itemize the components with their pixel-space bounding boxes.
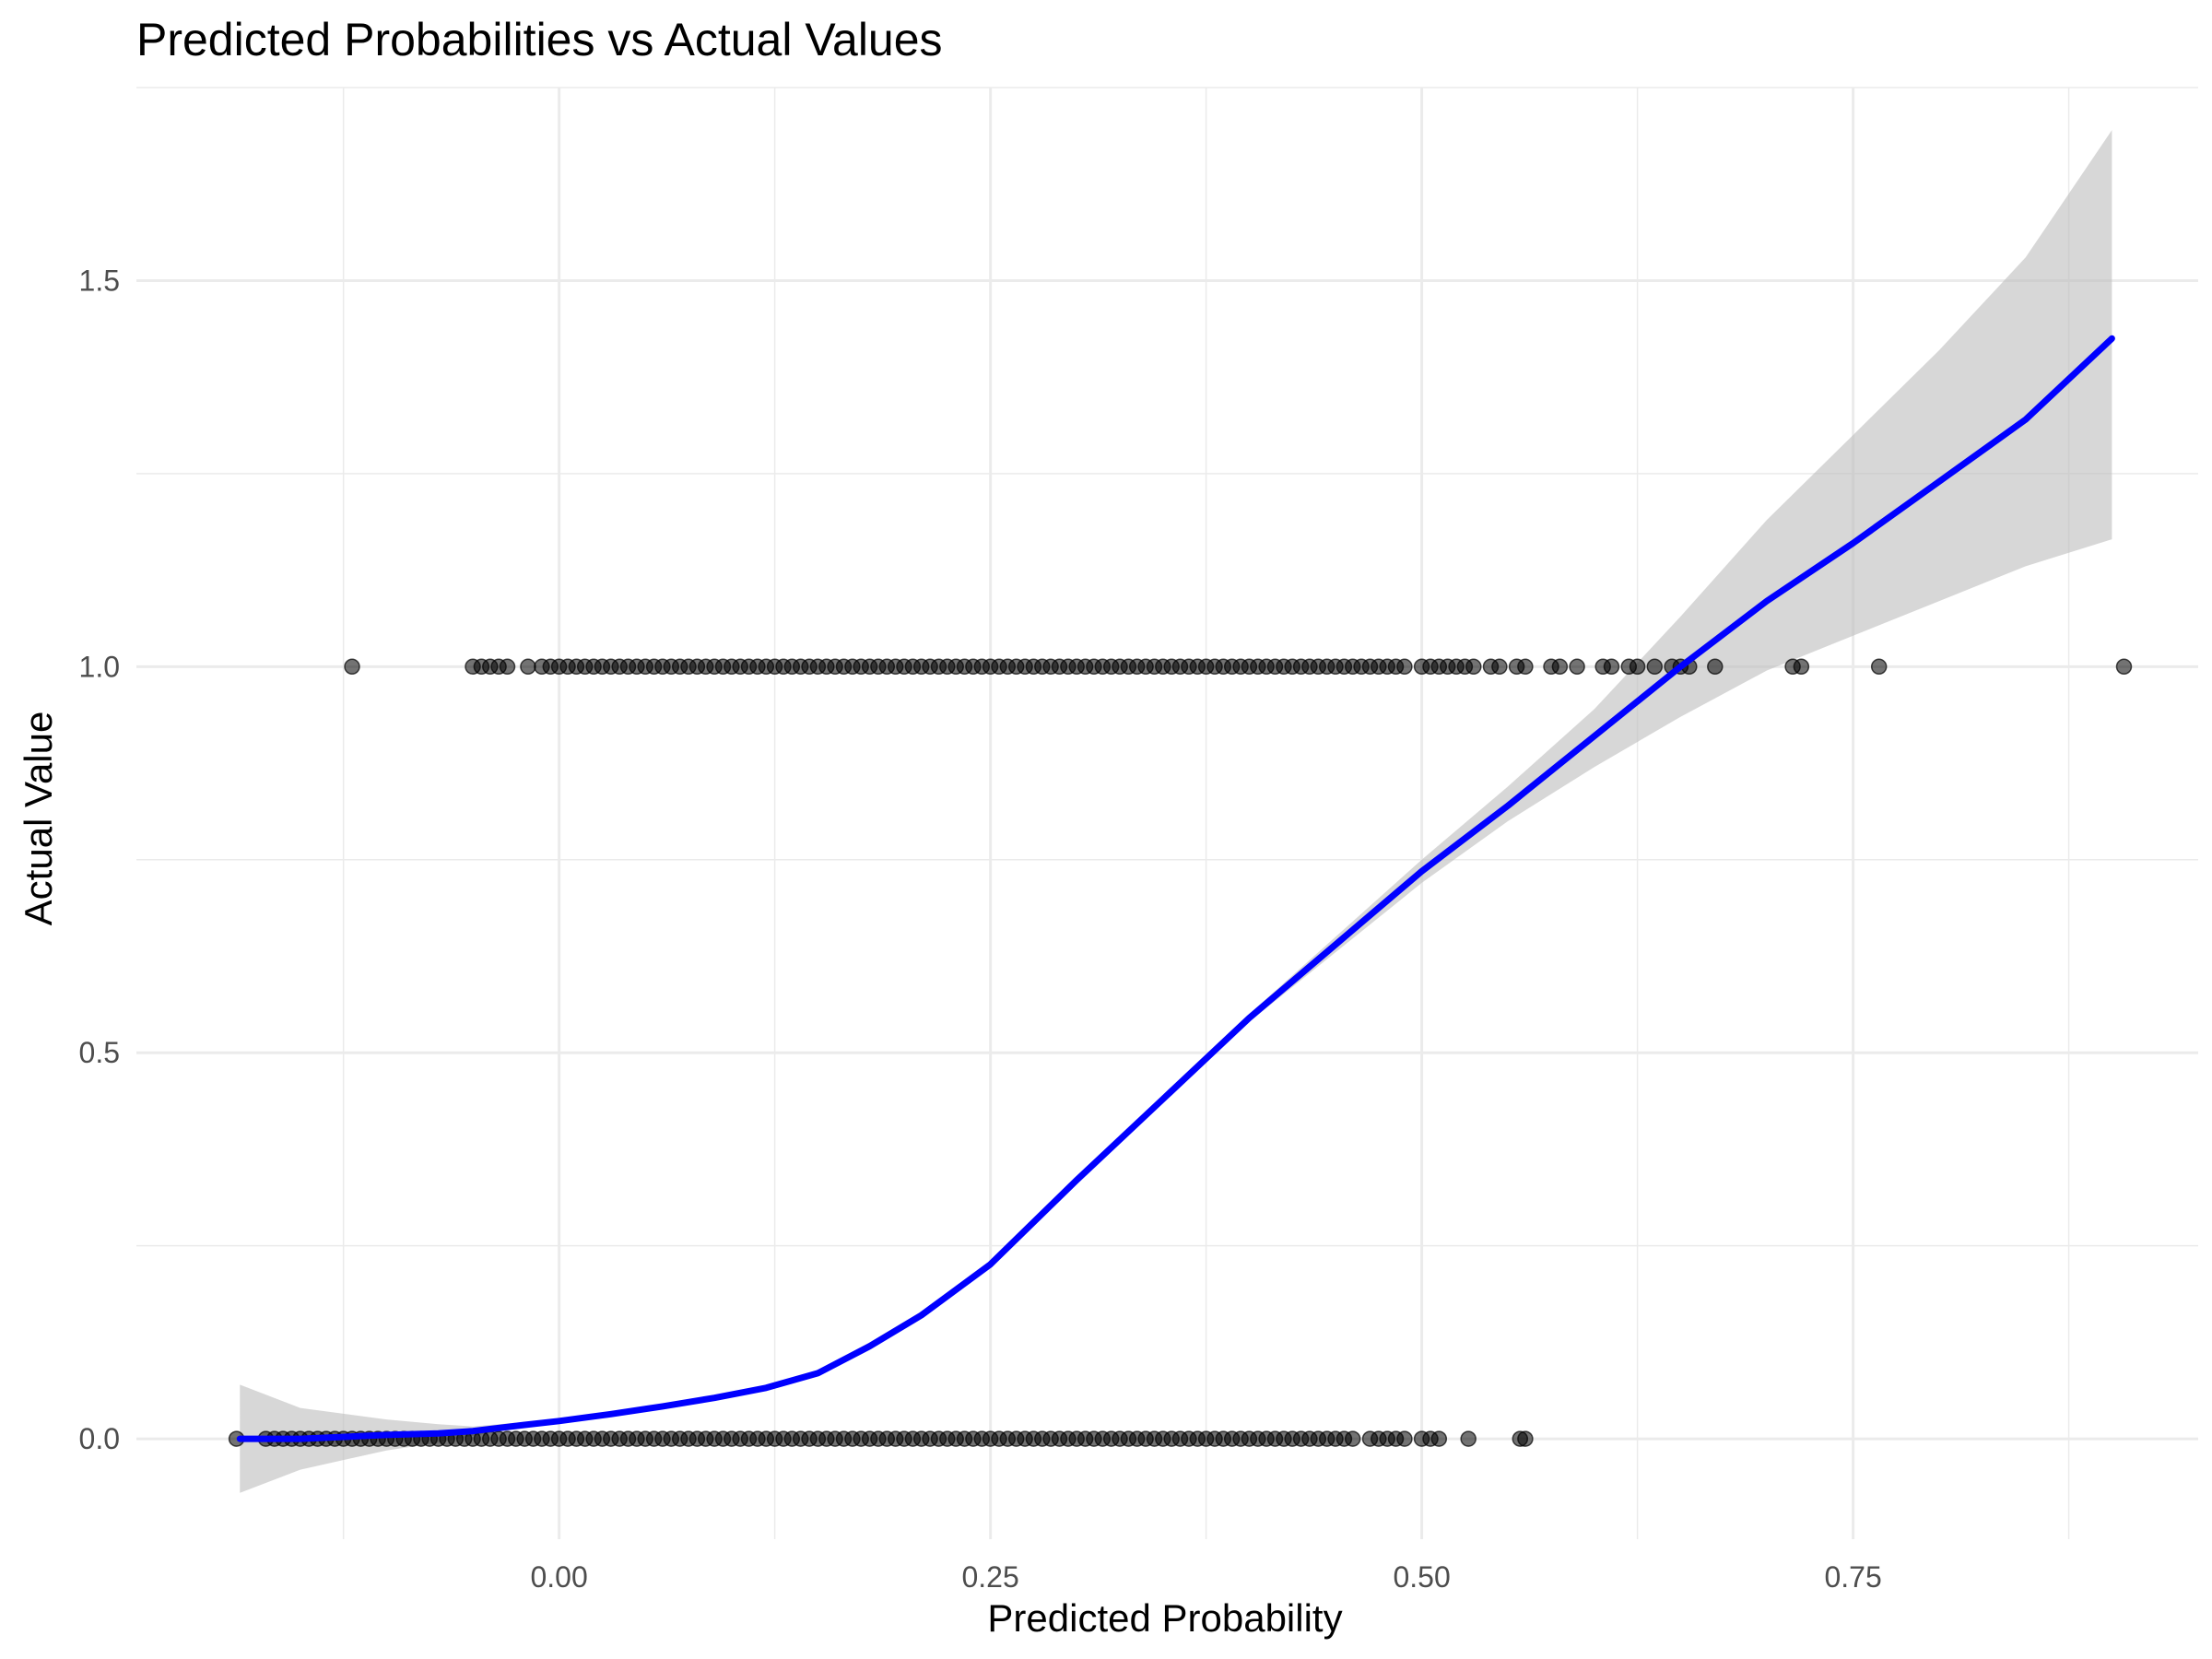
y-axis-ticks: 0.0 0.5 1.0 1.5: [79, 264, 120, 1455]
point-actual-0: [1430, 1430, 1448, 1447]
point-actual-1: [1707, 658, 1724, 676]
point-actual-1: [1551, 658, 1569, 676]
y-tick-label: 0.0: [79, 1422, 120, 1455]
chart-title: Predicted Probabilities vs Actual Values: [136, 14, 943, 65]
point-actual-1: [1793, 658, 1810, 676]
x-tick-label: 0.75: [1824, 1560, 1881, 1594]
point-actual-1: [1517, 658, 1534, 676]
point-actual-1: [499, 658, 516, 676]
points-layer: [228, 658, 2133, 1447]
x-axis-ticks: 0.00 0.25 0.50 0.75: [530, 1560, 1881, 1594]
x-tick-label: 0.25: [961, 1560, 1018, 1594]
point-actual-1: [344, 658, 360, 676]
point-actual-1: [1870, 658, 1888, 676]
y-tick-label: 1.5: [79, 264, 120, 297]
y-axis-label: Actual Value: [17, 712, 60, 926]
x-tick-label: 0.50: [1393, 1560, 1450, 1594]
x-axis-label: Predicted Probability: [987, 1596, 1342, 1640]
point-actual-1: [2115, 658, 2133, 676]
point-actual-1: [520, 658, 536, 676]
point-actual-1: [1569, 658, 1585, 676]
point-actual-1: [1629, 658, 1646, 676]
point-actual-0: [1517, 1430, 1534, 1447]
point-actual-0: [1344, 1430, 1361, 1447]
point-actual-0: [1460, 1430, 1477, 1447]
point-actual-1: [1646, 658, 1664, 676]
point-actual-1: [1491, 658, 1508, 676]
point-actual-1: [1603, 658, 1620, 676]
y-tick-label: 1.0: [79, 650, 120, 683]
y-tick-label: 0.5: [79, 1036, 120, 1069]
point-actual-1: [1465, 658, 1482, 676]
point-actual-0: [1396, 1430, 1413, 1447]
x-tick-label: 0.00: [530, 1560, 587, 1594]
point-actual-1: [1396, 658, 1413, 676]
smooth-line: [236, 335, 2115, 1442]
minor-gridlines: [136, 87, 2198, 1539]
smooth-line-layer: [236, 335, 2115, 1442]
